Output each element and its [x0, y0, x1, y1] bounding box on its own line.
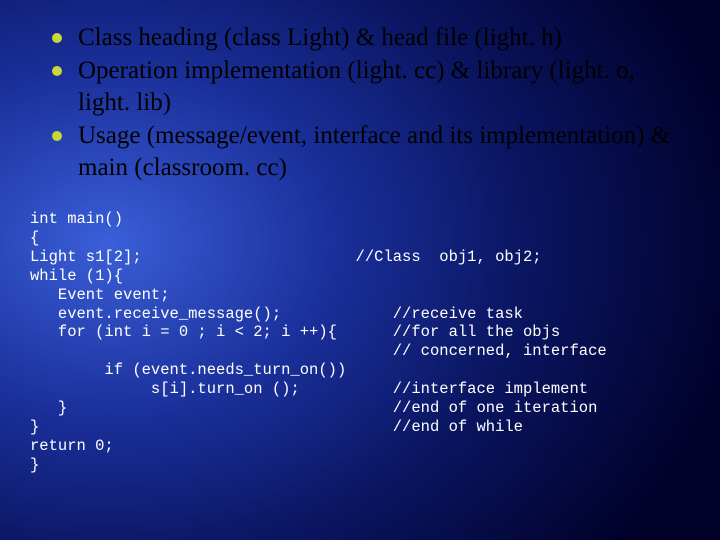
bullet-item: Usage (message/event, interface and its … — [58, 120, 676, 184]
bullet-item: Operation implementation (light. cc) & l… — [58, 55, 676, 119]
bullet-list: Class heading (class Light) & head file … — [58, 22, 676, 184]
bullet-item: Class heading (class Light) & head file … — [58, 22, 676, 54]
code-block: int main() { Light s1[2]; //Class obj1, … — [30, 210, 676, 475]
